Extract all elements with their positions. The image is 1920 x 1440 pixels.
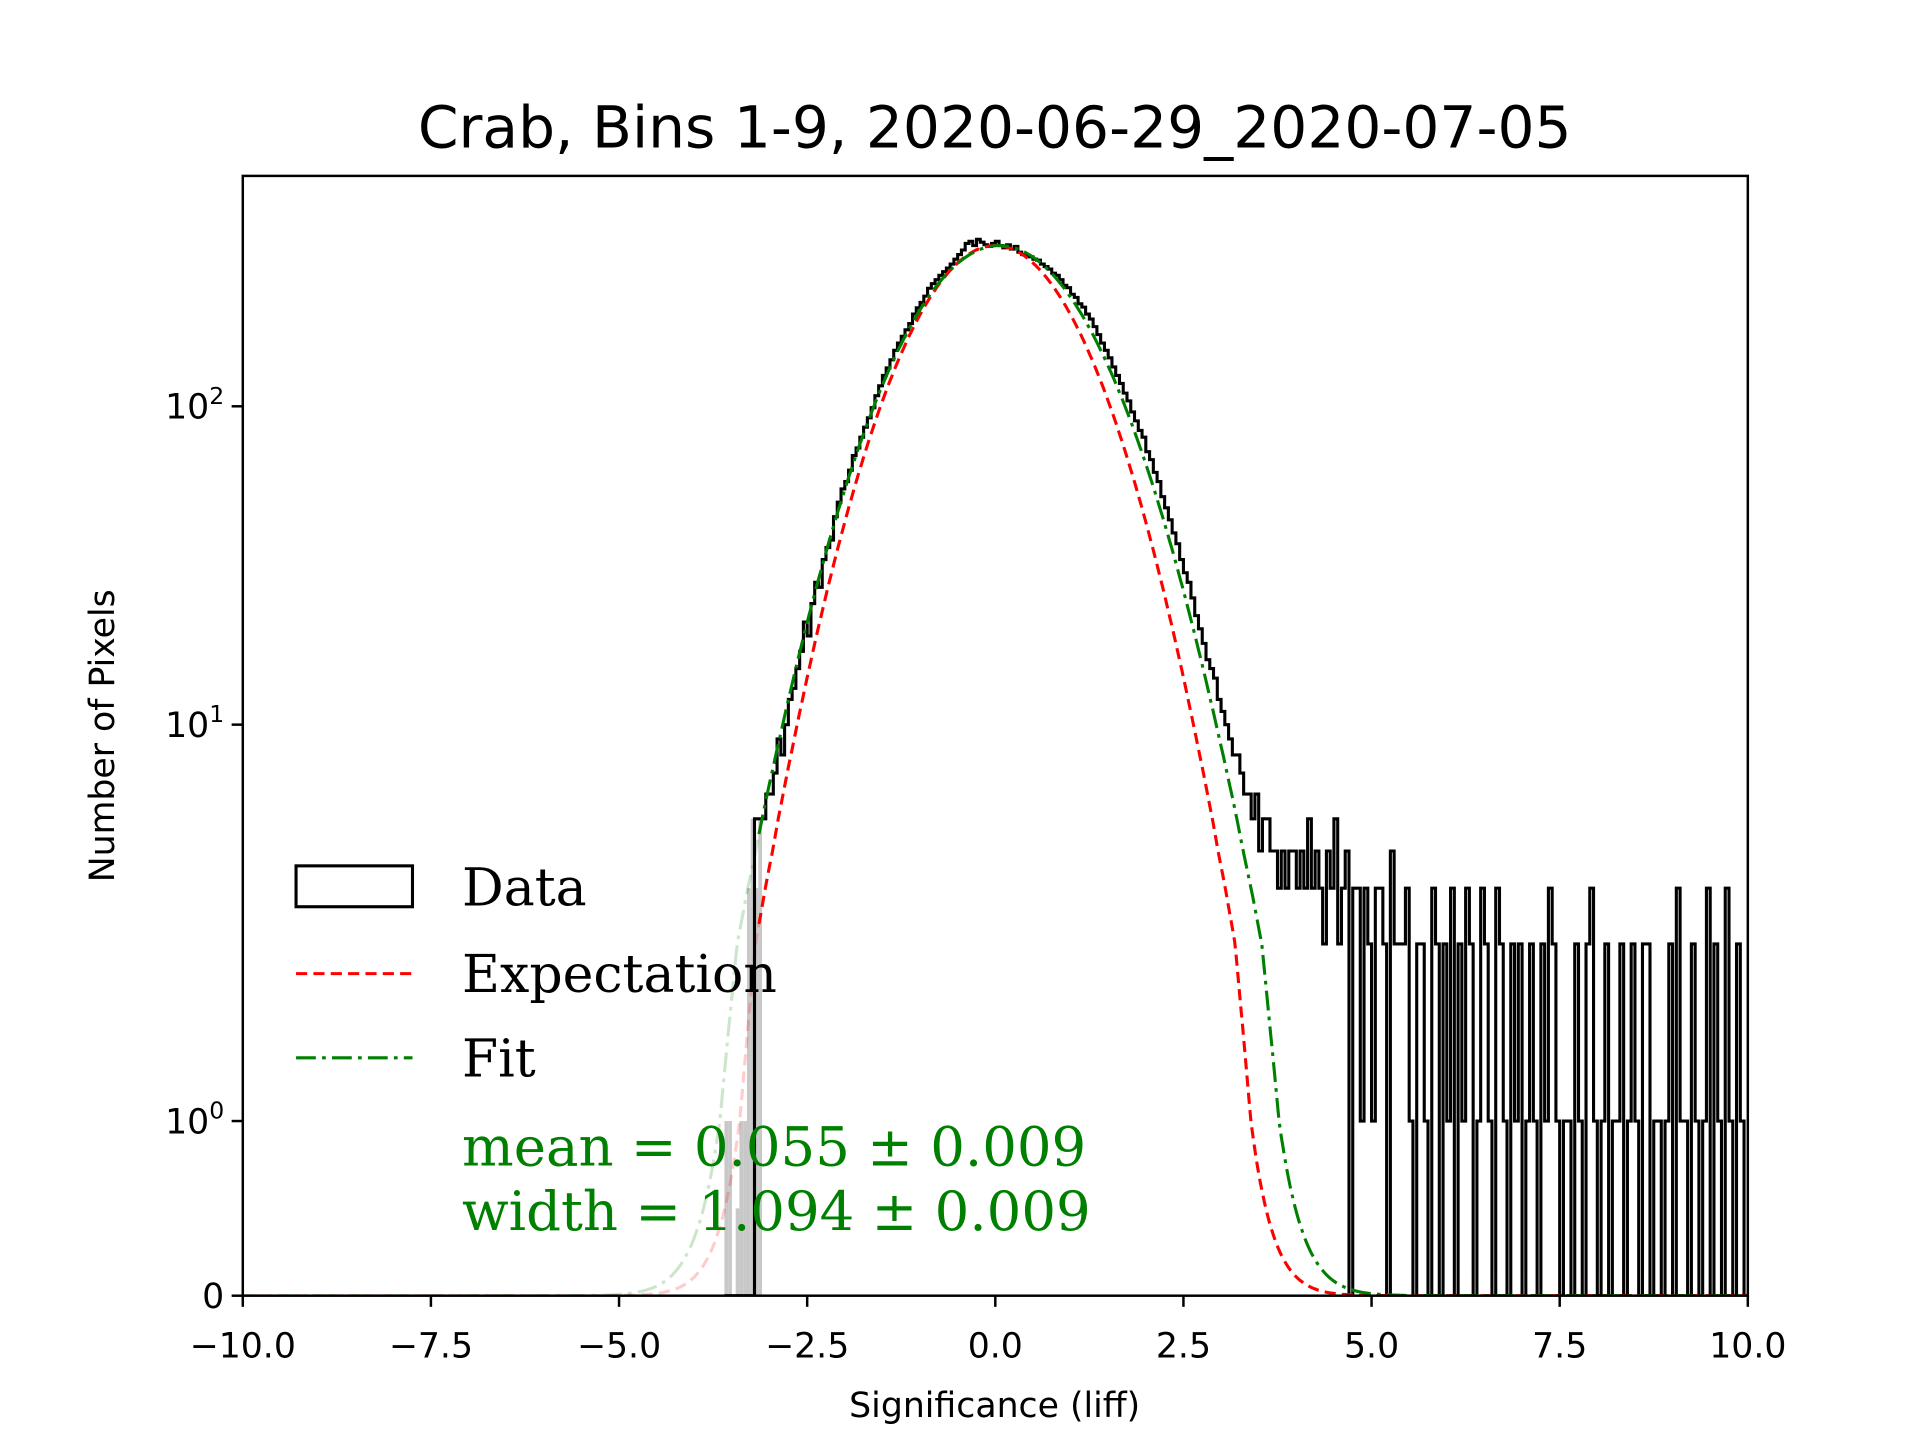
histogram-group [724,237,1748,1296]
fit-mean-annotation: mean = 0.055 ± 0.009 [462,1115,1086,1179]
x-tick-label: 0.0 [968,1327,1023,1367]
x-tick-label: −5.0 [577,1327,661,1367]
y-tick-label: 0 [202,1277,224,1317]
masked-bin [728,1121,732,1296]
masked-bin [739,1121,744,1296]
x-tick-label: 5.0 [1344,1327,1399,1367]
legend-expectation-label: Expectation [462,945,777,1005]
masked-bin [746,888,751,1296]
y-axis: 0 100 101 102 [165,382,243,1317]
x-tick-label: 2.5 [1156,1327,1211,1367]
masked-bins [724,818,763,1296]
y-tick-label: 102 [165,382,224,428]
x-tick-label: −10.0 [190,1327,296,1367]
data-histogram [724,237,1748,1296]
legend-data-label: Data [462,858,587,918]
x-axis-label: Significance (liff) [849,1386,1140,1426]
fit-width-annotation: width = 1.094 ± 0.009 [462,1179,1091,1243]
legend-data-swatch [294,864,415,909]
x-axis: −10.0 −7.5 −5.0 −2.5 0.0 2.5 5.0 7.5 10.0 [190,1295,1786,1367]
masked-bin [735,1208,740,1296]
y-axis-label: Number of Pixels [83,589,123,882]
chart-title: Crab, Bins 1-9, 2020-06-29_2020-07-05 [418,93,1572,161]
faded-curves [242,833,761,1296]
legend: Data Expectation Fit [294,858,777,1089]
masked-bin [758,818,763,1296]
x-tick-label: 10.0 [1709,1327,1786,1367]
legend-fit-label: Fit [462,1029,536,1089]
curves-group [757,244,1748,1296]
fit-curve [757,244,1748,1296]
x-tick-label: −2.5 [765,1327,849,1367]
masked-bin [743,1121,747,1296]
masked-bin [724,1121,729,1296]
x-tick-label: −7.5 [389,1327,473,1367]
y-tick-label: 101 [165,700,224,746]
masked-bin [750,818,755,1296]
masked-bin [754,888,759,1296]
x-tick-label: 7.5 [1532,1327,1587,1367]
y-tick-label: 100 [165,1097,224,1143]
fit-curve-faded [242,833,761,1296]
